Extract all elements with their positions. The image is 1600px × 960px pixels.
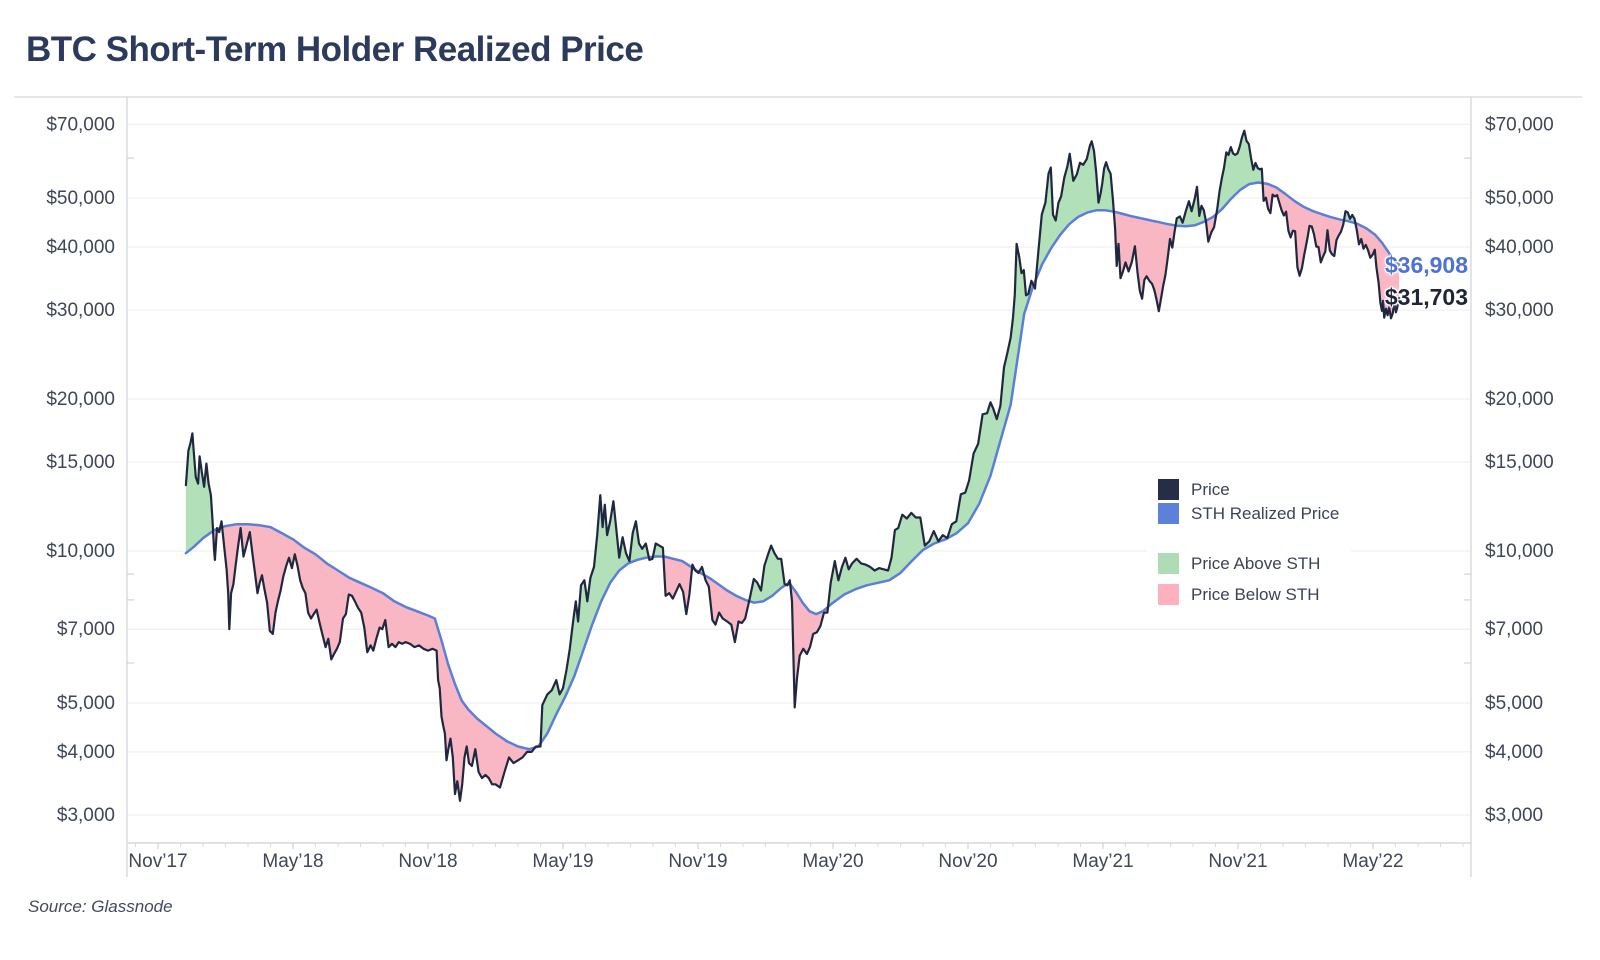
svg-text:May’20: May’20 [802,851,863,872]
svg-text:$40,000: $40,000 [46,237,115,258]
svg-text:$30,000: $30,000 [46,300,115,321]
svg-text:$3,000: $3,000 [1485,805,1543,826]
sth-swatch [1158,503,1179,524]
legend-label: Price Below STH [1191,584,1320,604]
svg-text:$40,000: $40,000 [1485,237,1554,258]
svg-text:Nov’17: Nov’17 [128,851,187,872]
svg-text:$3,000: $3,000 [57,805,115,826]
last-price-annotation: $31,703 [1384,284,1468,310]
svg-text:$50,000: $50,000 [1485,188,1554,209]
svg-text:$15,000: $15,000 [46,452,115,473]
sth-realized-price-annotation: $36,908 [1384,252,1468,278]
legend-item-sth-realized-price: STH Realized Price [1158,503,1339,524]
chart-legend: Price STH Realized Price Price Above STH… [1147,472,1352,612]
svg-text:Nov’19: Nov’19 [668,851,727,872]
page-title: BTC Short-Term Holder Realized Price [26,30,644,69]
above-swatch [1158,553,1179,574]
legend-item-price: Price [1158,479,1339,500]
legend-label: STH Realized Price [1191,503,1340,523]
svg-text:$7,000: $7,000 [1485,619,1543,640]
svg-text:$20,000: $20,000 [46,389,115,410]
svg-text:$10,000: $10,000 [46,541,115,562]
svg-text:Nov’18: Nov’18 [398,851,457,872]
svg-text:$20,000: $20,000 [1485,389,1554,410]
svg-text:May’22: May’22 [1342,851,1403,872]
legend-label: Price [1191,479,1230,499]
svg-text:$7,000: $7,000 [57,619,115,640]
below-swatch [1158,584,1179,605]
svg-text:$4,000: $4,000 [1485,742,1543,763]
svg-text:$70,000: $70,000 [1485,114,1554,135]
legend-item-price-above-sth: Price Above STH [1158,553,1339,574]
svg-text:$30,000: $30,000 [1485,300,1554,321]
svg-text:May’18: May’18 [262,851,323,872]
legend-item-price-below-sth: Price Below STH [1158,584,1339,605]
price-swatch [1158,479,1179,500]
svg-text:May’19: May’19 [532,851,593,872]
svg-text:$10,000: $10,000 [1485,541,1554,562]
svg-text:May’21: May’21 [1072,851,1133,872]
svg-text:$5,000: $5,000 [1485,693,1543,714]
svg-text:$5,000: $5,000 [57,693,115,714]
svg-text:$15,000: $15,000 [1485,452,1554,473]
svg-text:$50,000: $50,000 [46,188,115,209]
svg-text:$4,000: $4,000 [57,742,115,763]
svg-text:$70,000: $70,000 [46,114,115,135]
source-note: Source: Glassnode [28,897,173,916]
svg-text:Nov’20: Nov’20 [938,851,997,872]
svg-text:Nov’21: Nov’21 [1208,851,1267,872]
legend-label: Price Above STH [1191,553,1321,573]
